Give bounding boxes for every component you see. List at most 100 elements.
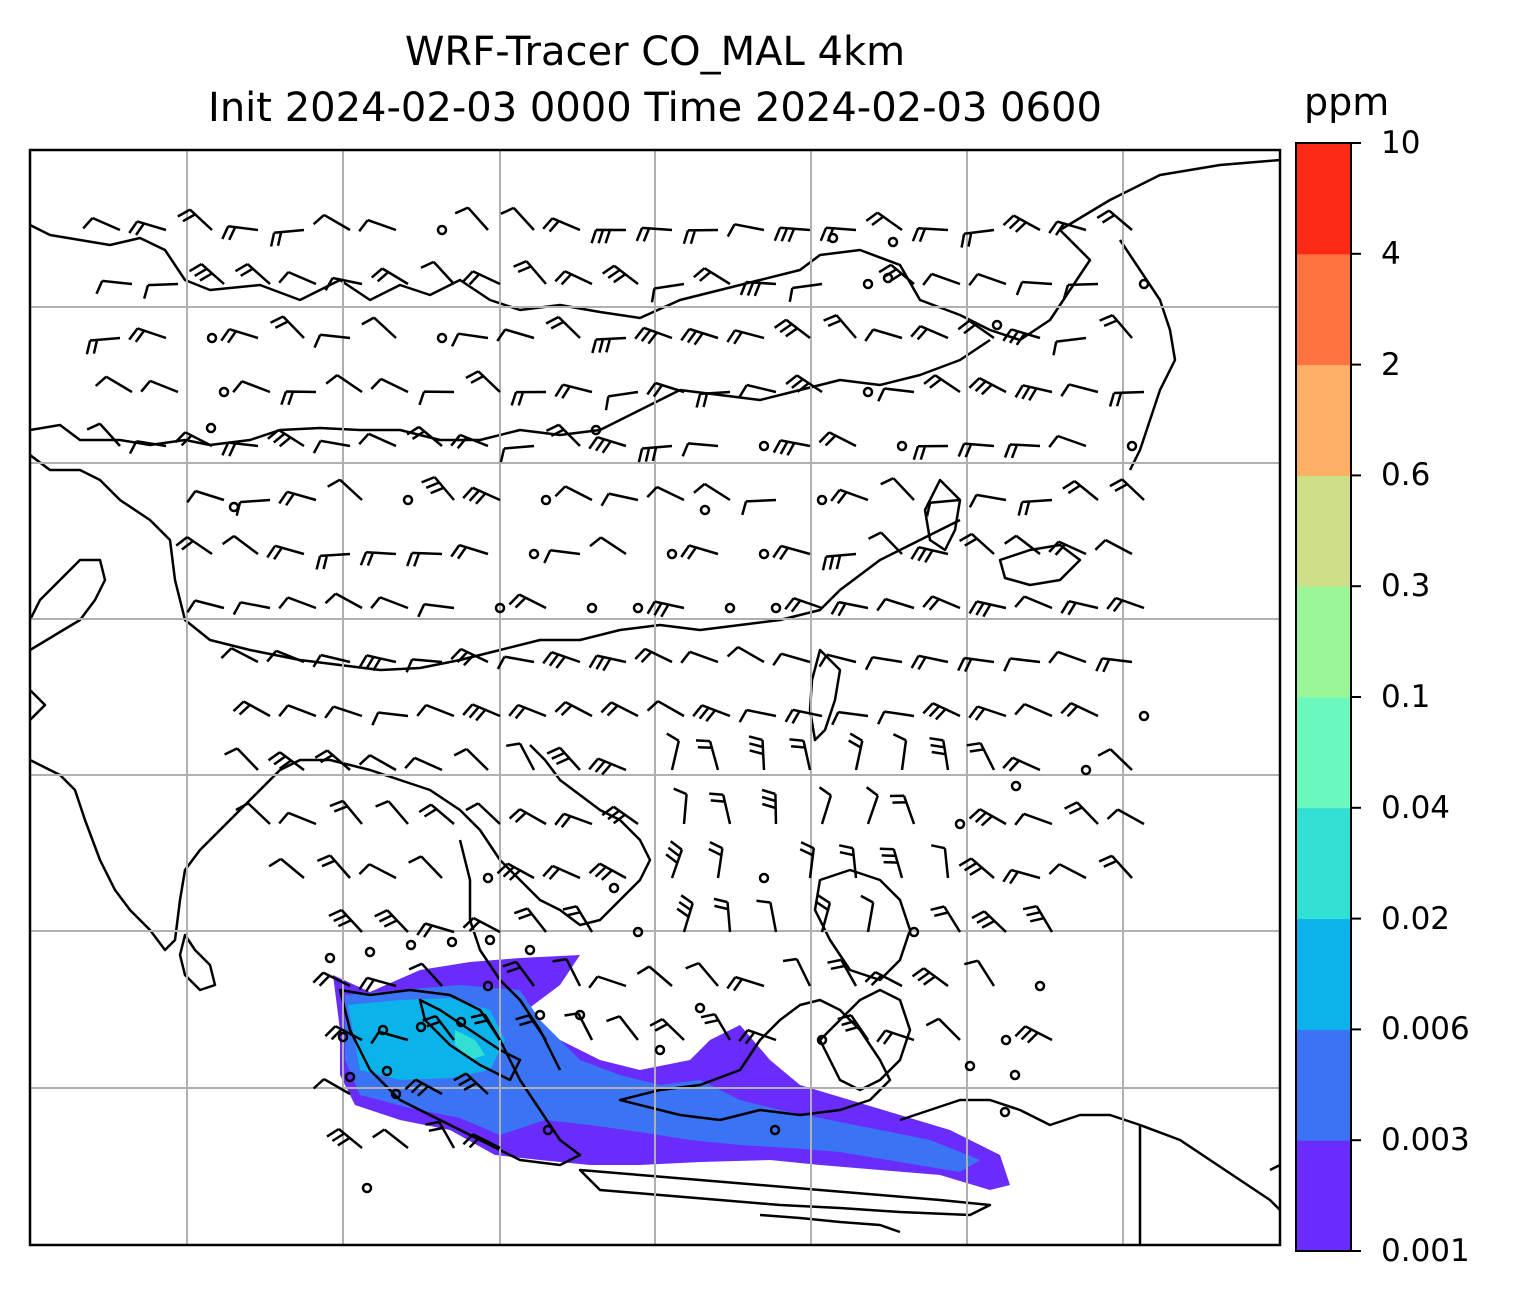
wind-barb [925, 498, 961, 517]
wind-barb [922, 595, 961, 611]
wind-barb [650, 282, 685, 303]
wind-barb [1022, 904, 1054, 933]
wind-barb [590, 228, 627, 244]
calm-wind-marker [896, 440, 908, 452]
wind-barb [220, 328, 259, 344]
wind-barb [591, 336, 627, 354]
wind-barb [312, 213, 351, 232]
wind-barb [421, 475, 455, 501]
wind-barb [600, 701, 639, 718]
wind-barb [450, 433, 489, 450]
wind-barb [634, 647, 673, 664]
wind-barb [470, 1013, 502, 1041]
wind-barb [646, 381, 685, 398]
wind-barb [267, 751, 305, 772]
wind-barb [1002, 214, 1041, 233]
wind-barb [726, 223, 765, 238]
calm-wind-marker [887, 236, 899, 248]
wind-barb [923, 374, 961, 394]
calm-wind-marker [542, 1124, 554, 1136]
wind-barb [878, 263, 915, 285]
wind-barb [748, 735, 766, 771]
wind-barb [910, 324, 949, 341]
wind-barb [510, 390, 547, 406]
wind-barb [554, 383, 593, 399]
calm-wind-marker [770, 602, 782, 614]
wind-barb [726, 975, 765, 992]
wind-barb [692, 267, 731, 286]
wind-barb [968, 705, 1007, 721]
calm-wind-marker [361, 1182, 373, 1194]
wind-barb [823, 314, 857, 339]
wind-barb [312, 1078, 351, 1096]
wind-barb [958, 532, 995, 555]
wind-barb [1060, 599, 1099, 616]
wind-barb [912, 444, 949, 461]
calm-wind-marker [364, 946, 376, 958]
wind-barb [673, 787, 688, 825]
calm-wind-marker [390, 1088, 402, 1100]
wind-barb [756, 899, 778, 933]
wind-barb [462, 1133, 501, 1150]
wind-barb [374, 909, 409, 933]
wind-barb [601, 264, 639, 285]
wind-barb [1095, 657, 1133, 673]
calm-wind-marker [862, 278, 874, 290]
calm-wind-marker [1000, 1034, 1012, 1046]
calm-wind-marker [415, 1021, 427, 1033]
wind-barb [738, 708, 777, 723]
wind-barb [95, 279, 133, 295]
wind-barb [784, 708, 823, 725]
wind-barb [693, 482, 731, 502]
wind-barb [324, 705, 363, 719]
colorbar-segment [1296, 1140, 1351, 1252]
wind-barb [649, 1017, 685, 1041]
wind-barb [925, 1017, 961, 1041]
wind-barb [280, 390, 317, 406]
calm-wind-marker [816, 494, 828, 506]
wind-barb [1097, 748, 1133, 771]
calm-wind-marker [228, 501, 240, 513]
calm-wind-marker [758, 440, 770, 452]
wind-barb [788, 282, 823, 303]
calm-wind-marker [666, 548, 678, 560]
colorbar-tick-label: 0.006 [1381, 1011, 1470, 1048]
wind-barb [314, 749, 351, 771]
calm-wind-marker [446, 936, 458, 948]
wind-barb [82, 216, 121, 232]
wind-barb [876, 710, 915, 725]
wind-barb [128, 327, 167, 343]
wind-barb [329, 799, 363, 825]
calm-wind-marker [534, 1009, 546, 1021]
wind-barb [453, 1072, 489, 1095]
wind-barb [910, 545, 949, 563]
wind-barb [408, 962, 443, 987]
wind-barb [879, 847, 904, 879]
wind-barb [552, 957, 582, 987]
wind-barb [542, 217, 581, 233]
calm-wind-marker [381, 1065, 393, 1077]
wind-barb [462, 270, 501, 286]
calm-wind-marker [405, 939, 417, 951]
wind-barb [1014, 595, 1053, 610]
wind-barb [358, 432, 397, 448]
wind-barb [877, 387, 915, 402]
wind-barb [278, 596, 317, 610]
wind-barb [966, 741, 996, 771]
wind-barb [315, 552, 351, 570]
wind-barb [515, 1014, 548, 1041]
calm-wind-marker [205, 422, 217, 434]
colorbar-segment [1296, 1029, 1351, 1141]
wind-barb [140, 379, 179, 394]
wind-barb [372, 1128, 409, 1149]
wind-barb [1048, 863, 1087, 880]
wind-barb [454, 206, 489, 231]
colorbar-segment [1296, 918, 1351, 1030]
map-title: WRF-Tracer CO_MAL 4km [404, 29, 906, 75]
wind-barb [358, 863, 397, 880]
wind-barb [499, 444, 535, 463]
calm-wind-marker [482, 980, 494, 992]
wind-barb [799, 841, 816, 879]
calm-wind-marker [484, 934, 496, 946]
wind-barb [830, 600, 869, 617]
